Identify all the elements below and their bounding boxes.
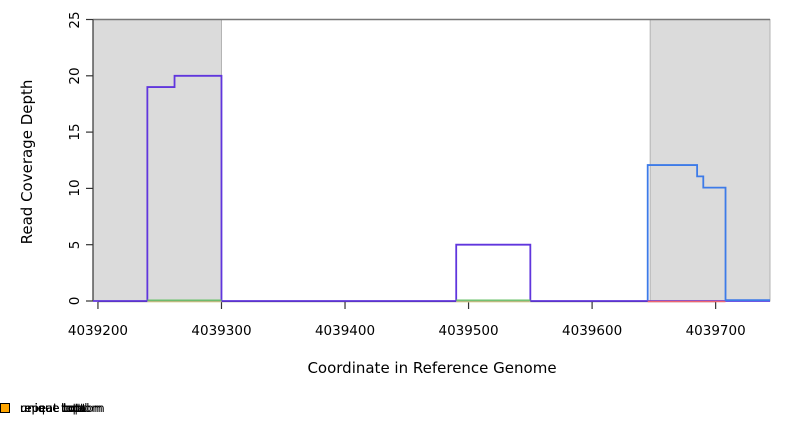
- series-unique-bottom-purple-steps: [93, 74, 770, 302]
- y-axis-title: Read Coverage Depth: [18, 79, 36, 245]
- x-tick-label: 4039500: [438, 323, 499, 339]
- series-unique-total-blue-steps: [646, 164, 770, 302]
- y-tick-label: 10: [67, 179, 83, 197]
- y-tick-label: 15: [67, 123, 83, 141]
- legend-label: unique top: [20, 401, 82, 415]
- x-tick-label: 4039200: [67, 323, 128, 339]
- y-tick-label: 5: [67, 240, 83, 249]
- y-tick-label: 0: [67, 296, 83, 306]
- legend-label: repeat bottom: [20, 401, 103, 415]
- x-axis-title: Coordinate in Reference Genome: [307, 359, 557, 377]
- legend-label: repeat top: [20, 401, 80, 415]
- legend-swatch-repeat-bottom: [0, 403, 10, 413]
- y-tick-label: 25: [67, 10, 83, 29]
- x-tick-label: 4039700: [685, 323, 746, 339]
- x-tick-label: 4039400: [314, 323, 376, 339]
- legend-item-repeat-bottom: repeat bottom: [0, 401, 103, 415]
- legend-label: unique bottom: [20, 401, 105, 415]
- legend-label: repeat total: [20, 401, 88, 415]
- legend-label: unique total: [20, 401, 90, 415]
- x-tick-label: 4039300: [191, 323, 252, 339]
- x-tick-label: 4039600: [562, 323, 623, 339]
- shaded-region-right-flank: [649, 19, 771, 302]
- shaded-region-left-flank: [92, 19, 222, 302]
- y-tick-label: 20: [67, 67, 83, 85]
